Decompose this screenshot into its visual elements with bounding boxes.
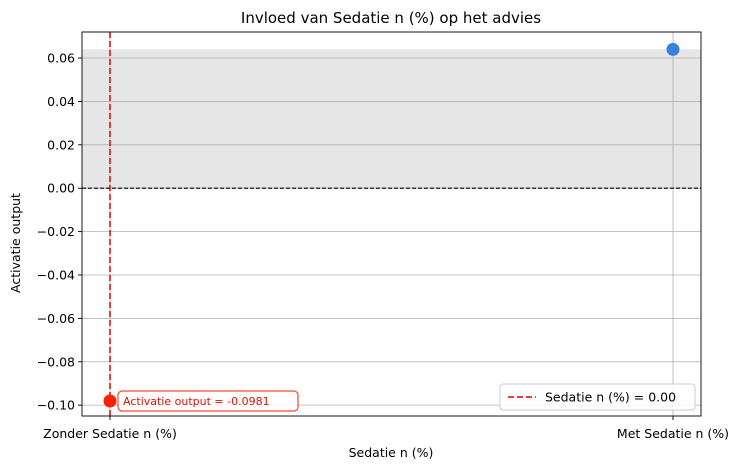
y-tick-label: −0.08: [37, 354, 75, 369]
y-tick-label: −0.10: [37, 398, 75, 413]
x-tick-label: Zonder Sedatie n (%): [43, 426, 177, 441]
y-tick-label: −0.02: [37, 224, 75, 239]
legend-box: [499, 383, 696, 411]
plot-area: −0.10 −0.08 −0.06 −0.04 −0.02 0.00 0.02 0.04 0.0…: [37, 31, 729, 441]
x-tick-label: Met Sedatie n (%): [617, 426, 729, 441]
x-axis-label: Sedatie n (%): [349, 445, 434, 460]
shaded-region: [82, 49, 701, 189]
axes-frame: [81, 31, 702, 417]
legend-label: Sedatie n (%) = 0.00: [545, 390, 676, 405]
annotation-box: [117, 390, 299, 412]
data-point: [666, 42, 680, 56]
y-tick-label: 0.02: [47, 137, 75, 152]
y-tick-label: −0.06: [37, 311, 75, 326]
y-tick-label: 0.04: [47, 94, 75, 109]
y-tick-label: 0.00: [47, 181, 75, 196]
annotation-label: Activatie output = -0.0981: [123, 395, 270, 408]
y-tick-label: 0.06: [47, 51, 75, 66]
data-point: [103, 394, 117, 408]
y-axis-label: Activatie output: [8, 193, 23, 293]
chart-title: Invloed van Sedatie n (%) op het advies: [241, 9, 541, 27]
y-tick-label: −0.04: [37, 267, 75, 282]
